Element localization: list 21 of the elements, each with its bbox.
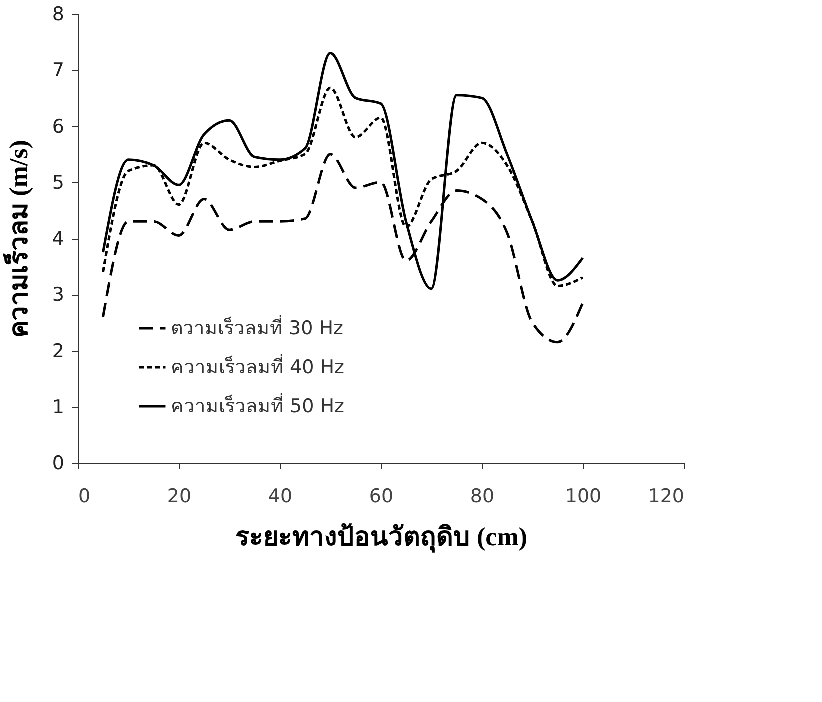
x-tick-label: 60 [369,486,394,508]
y-tick-label: 5 [52,172,64,194]
x-tick-label: 100 [565,486,602,508]
legend-label: ความเร็วลมที่ 40 Hz [171,354,345,378]
y-tick-label: 0 [52,452,64,474]
x-tick-label: 80 [470,486,495,508]
legend-label: ตวามเร็วลมที่ 30 Hz [171,314,344,340]
y-tick-label: 7 [52,60,64,82]
y-tick-label: 4 [52,228,64,250]
x-tick-label: 120 [648,486,684,508]
y-tick-label: 2 [52,340,64,362]
legend-label: ความเร็วลมที่ 50 Hz [171,392,345,418]
y-tick-label: 1 [52,396,64,418]
y-tick-label: 3 [52,284,64,306]
y-tick-label: 8 [52,4,64,26]
x-tick-label: 40 [268,486,293,508]
x-axis-title: ระยะทางป้อนวัตถุดิบ (cm) [235,522,528,554]
y-tick-label: 6 [52,116,64,138]
y-axis-title: ความเร็วลม (m/s) [2,140,34,338]
x-tick-label: 0 [78,486,91,508]
x-tick-label: 20 [167,486,192,508]
